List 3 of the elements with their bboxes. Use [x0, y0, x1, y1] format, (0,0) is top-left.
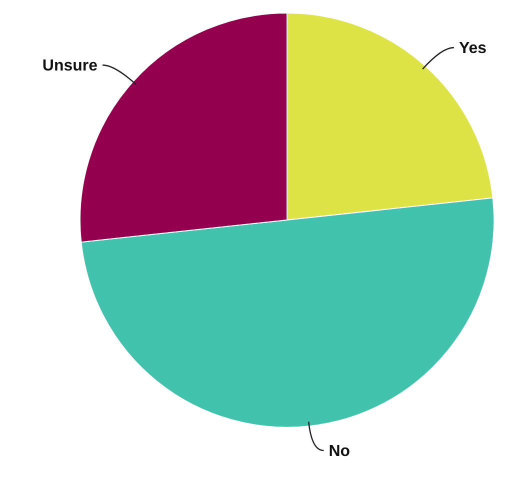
slice-label: Yes	[458, 40, 487, 58]
slice-label: Unsure	[42, 58, 98, 75]
slice-label: No	[328, 443, 350, 460]
